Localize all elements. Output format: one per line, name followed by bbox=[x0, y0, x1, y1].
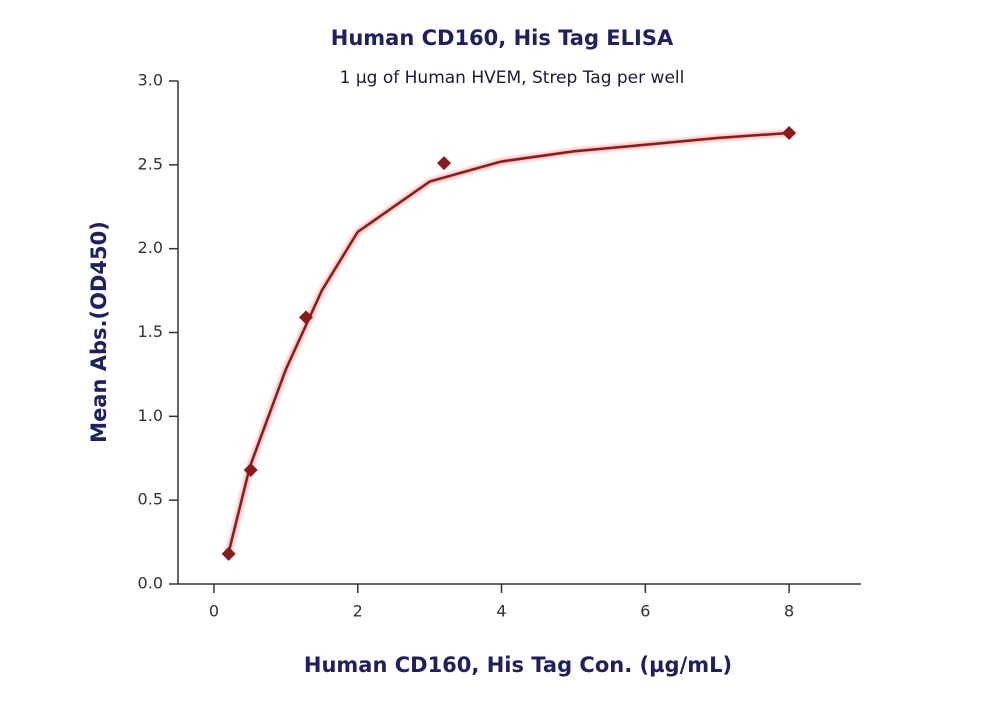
data-point bbox=[298, 310, 313, 325]
y-tick-label: 2.5 bbox=[138, 154, 163, 173]
y-tick-label: 1.0 bbox=[138, 406, 163, 425]
y-axis-title: Mean Abs.(OD450) bbox=[87, 221, 111, 443]
chart-subtitle: 1 µg of Human HVEM, Strep Tag per well bbox=[340, 68, 685, 88]
chart-title: Human CD160, His Tag ELISA bbox=[331, 26, 674, 50]
data-point bbox=[782, 125, 797, 140]
x-tick-label: 4 bbox=[496, 602, 506, 621]
x-tick-label: 2 bbox=[353, 602, 363, 621]
x-axis-title: Human CD160, His Tag Con. (µg/mL) bbox=[304, 653, 732, 677]
y-tick-label: 2.0 bbox=[138, 238, 163, 257]
y-tick-label: 1.5 bbox=[138, 322, 163, 341]
y-tick-label: 3.0 bbox=[138, 71, 163, 90]
x-tick-label: 8 bbox=[784, 602, 794, 621]
fit-curve-glow bbox=[225, 129, 790, 555]
y-tick-label: 0.0 bbox=[138, 574, 163, 593]
data-point bbox=[243, 462, 258, 477]
data-point bbox=[221, 546, 236, 561]
x-tick-label: 0 bbox=[209, 602, 219, 621]
fit-curve bbox=[227, 131, 790, 555]
data-point bbox=[437, 156, 452, 171]
x-tick-label: 6 bbox=[640, 602, 650, 621]
y-tick-label: 0.5 bbox=[138, 490, 163, 509]
